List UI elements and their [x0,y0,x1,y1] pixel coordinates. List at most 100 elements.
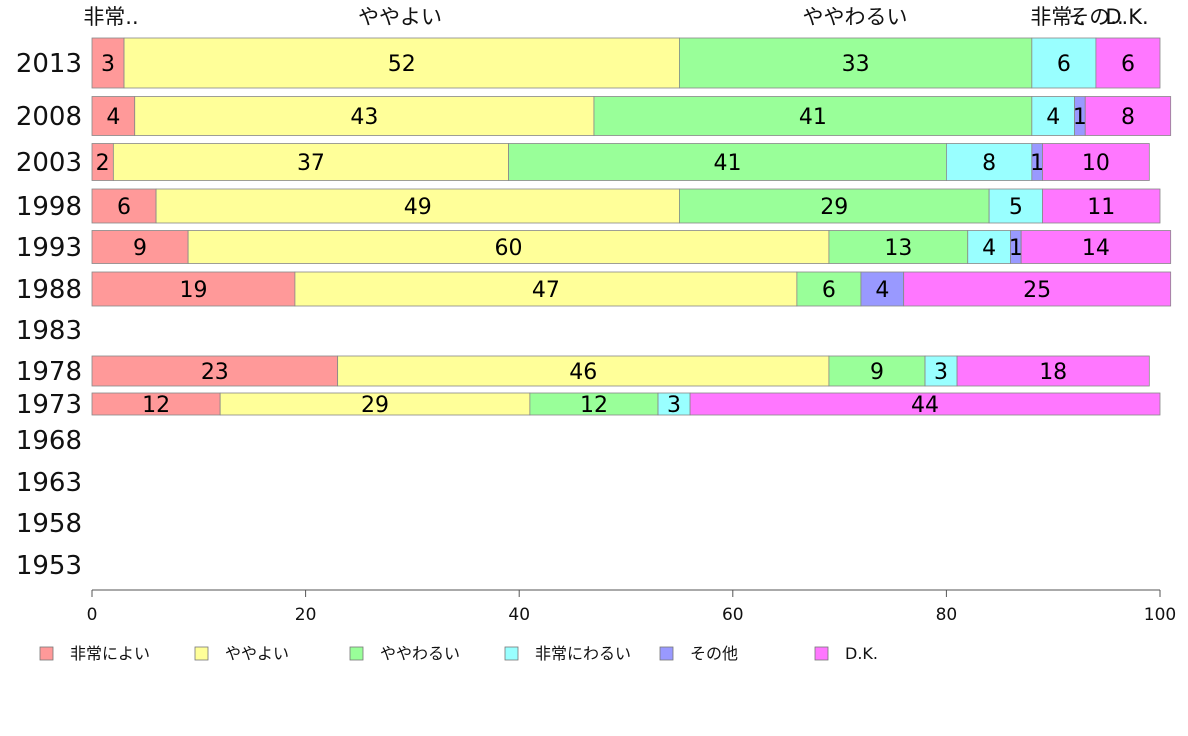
year-label-1993: 1993 [16,233,82,263]
bar-label-1973-series-3: 3 [667,393,681,418]
x-axis: 0 20 40 60 80 100 [87,589,1176,625]
bar-label-1988-series-1: 47 [532,278,560,303]
x-tick-label-80: 80 [936,605,958,625]
bar-label-2003-series-3: 8 [982,151,996,176]
bar-1993-series-0 [91,230,189,264]
legend-label-5: D.K. [845,644,878,663]
bar-label-1973-series-2: 12 [580,393,608,418]
bar-2003-series-1 [112,143,509,181]
bar-2013-series-2 [679,37,1033,89]
bar-label-1973-series-5: 44 [911,393,939,418]
bar-label-2003-series-5: 10 [1082,151,1110,176]
year-label-1968: 1968 [16,426,82,456]
bar-label-1998-series-5: 11 [1087,195,1115,220]
bar-label-1988-series-5: 25 [1023,278,1051,303]
bar-label-1978-series-0: 23 [201,360,229,385]
bar-1988-series-2 [796,271,862,307]
bar-1978-series-3 [924,355,958,387]
bar-1998-series-0 [91,188,157,224]
bars: 3 52 33 6 64 43 41 4 1 82 37 41 8 1 106 49 29 5 119 60 13 4 1 1… [91,37,1172,418]
top-label-4: その.. [1068,5,1123,29]
bar-label-1973-series-1: 29 [361,393,389,418]
bar-label-2013-series-0: 3 [101,52,115,77]
top-label-1: ややよい [358,5,442,29]
year-label-1958: 1958 [16,509,82,539]
bar-2013-series-0 [91,37,125,89]
bar-label-1978-series-5: 18 [1039,360,1067,385]
bar-label-2013-series-5: 6 [1121,52,1135,77]
bar-1988-series-5 [903,271,1172,307]
bar-label-2003-series-0: 2 [96,151,110,176]
bar-label-1993-series-1: 60 [495,236,523,261]
bar-2013-series-3 [1031,37,1097,89]
bar-1998-series-2 [679,188,990,224]
bar-label-2003-series-1: 37 [297,151,325,176]
bar-1998-series-1 [155,188,680,224]
x-tick-label-100: 100 [1144,605,1176,625]
year-label-1953: 1953 [16,551,82,581]
year-label-2003: 2003 [16,148,82,178]
bar-1998-series-5 [1042,188,1161,224]
bar-label-2008-series-2: 41 [799,105,827,130]
year-label-2008: 2008 [16,102,82,132]
year-label-1973: 1973 [16,390,82,420]
bar-label-1993-series-0: 9 [133,236,147,261]
bar-1978-series-2 [828,355,926,387]
bar-label-2013-series-2: 33 [842,52,870,77]
legend-swatch-5 [814,646,829,661]
bar-label-2008-series-1: 43 [350,105,378,130]
bar-2008-series-3 [1031,96,1075,136]
bar-1993-series-1 [187,230,830,264]
bar-label-2013-series-3: 6 [1057,52,1071,77]
bar-label-1998-series-0: 6 [117,195,131,220]
legend-swatch-0 [39,646,54,661]
top-label-2: ややわるい [803,5,908,29]
year-label-1978: 1978 [16,357,82,387]
bar-1978-series-0 [91,355,339,387]
bar-label-1978-series-2: 9 [870,360,884,385]
legend-label-0: 非常によい [70,644,150,663]
bar-label-1988-series-2: 6 [822,278,836,303]
bar-label-1993-series-2: 13 [884,236,912,261]
bar-2008-series-0 [91,96,136,136]
bar-label-1998-series-3: 5 [1009,195,1023,220]
top-label-3: 非常.. [1030,5,1085,29]
legend-swatch-2 [349,646,364,661]
bar-label-2008-series-5: 8 [1121,105,1135,130]
year-label-1983: 1983 [16,316,82,346]
bar-1993-series-5 [1020,230,1172,264]
year-label-2013: 2013 [16,49,82,79]
top-labels: 非常.. ややよい ややわるい 非常..その..D.K. [83,5,1148,29]
bar-label-1978-series-1: 46 [569,360,597,385]
bar-label-1988-series-0: 19 [179,278,207,303]
x-tick-label-0: 0 [87,605,98,625]
bar-label-1978-series-3: 3 [934,360,948,385]
bar-2013-series-5 [1095,37,1161,89]
bar-label-2003-series-4: 1 [1030,151,1044,176]
bar-label-2008-series-0: 4 [106,105,120,130]
top-label-5: D.K. [1105,5,1148,29]
year-label-1963: 1963 [16,468,82,498]
legend-label-2: ややわるい [380,644,460,663]
legend-label-4: その他 [690,644,738,663]
bar-2008-series-2 [593,96,1033,136]
bar-1978-series-1 [337,355,830,387]
bar-2008-series-5 [1084,96,1172,136]
bar-1978-series-5 [956,355,1150,387]
bar-label-1993-series-3: 4 [982,236,996,261]
x-tick-label-20: 20 [295,605,317,625]
legend: 非常によい ややよい ややわるい 非常にわるい その他 D.K. [39,644,878,663]
bar-1988-series-4 [860,271,905,307]
bar-label-2008-series-3: 4 [1046,105,1060,130]
x-tick-label-40: 40 [508,605,530,625]
bar-2003-series-2 [508,143,947,181]
bar-label-1993-series-4: 1 [1009,236,1023,261]
bar-1973-series-5 [689,392,1161,416]
bar-label-2008-series-4: 1 [1073,105,1087,130]
bar-2003-series-5 [1042,143,1150,181]
year-label-1998: 1998 [16,192,82,222]
legend-label-3: 非常にわるい [535,644,631,663]
bar-label-1998-series-2: 29 [820,195,848,220]
